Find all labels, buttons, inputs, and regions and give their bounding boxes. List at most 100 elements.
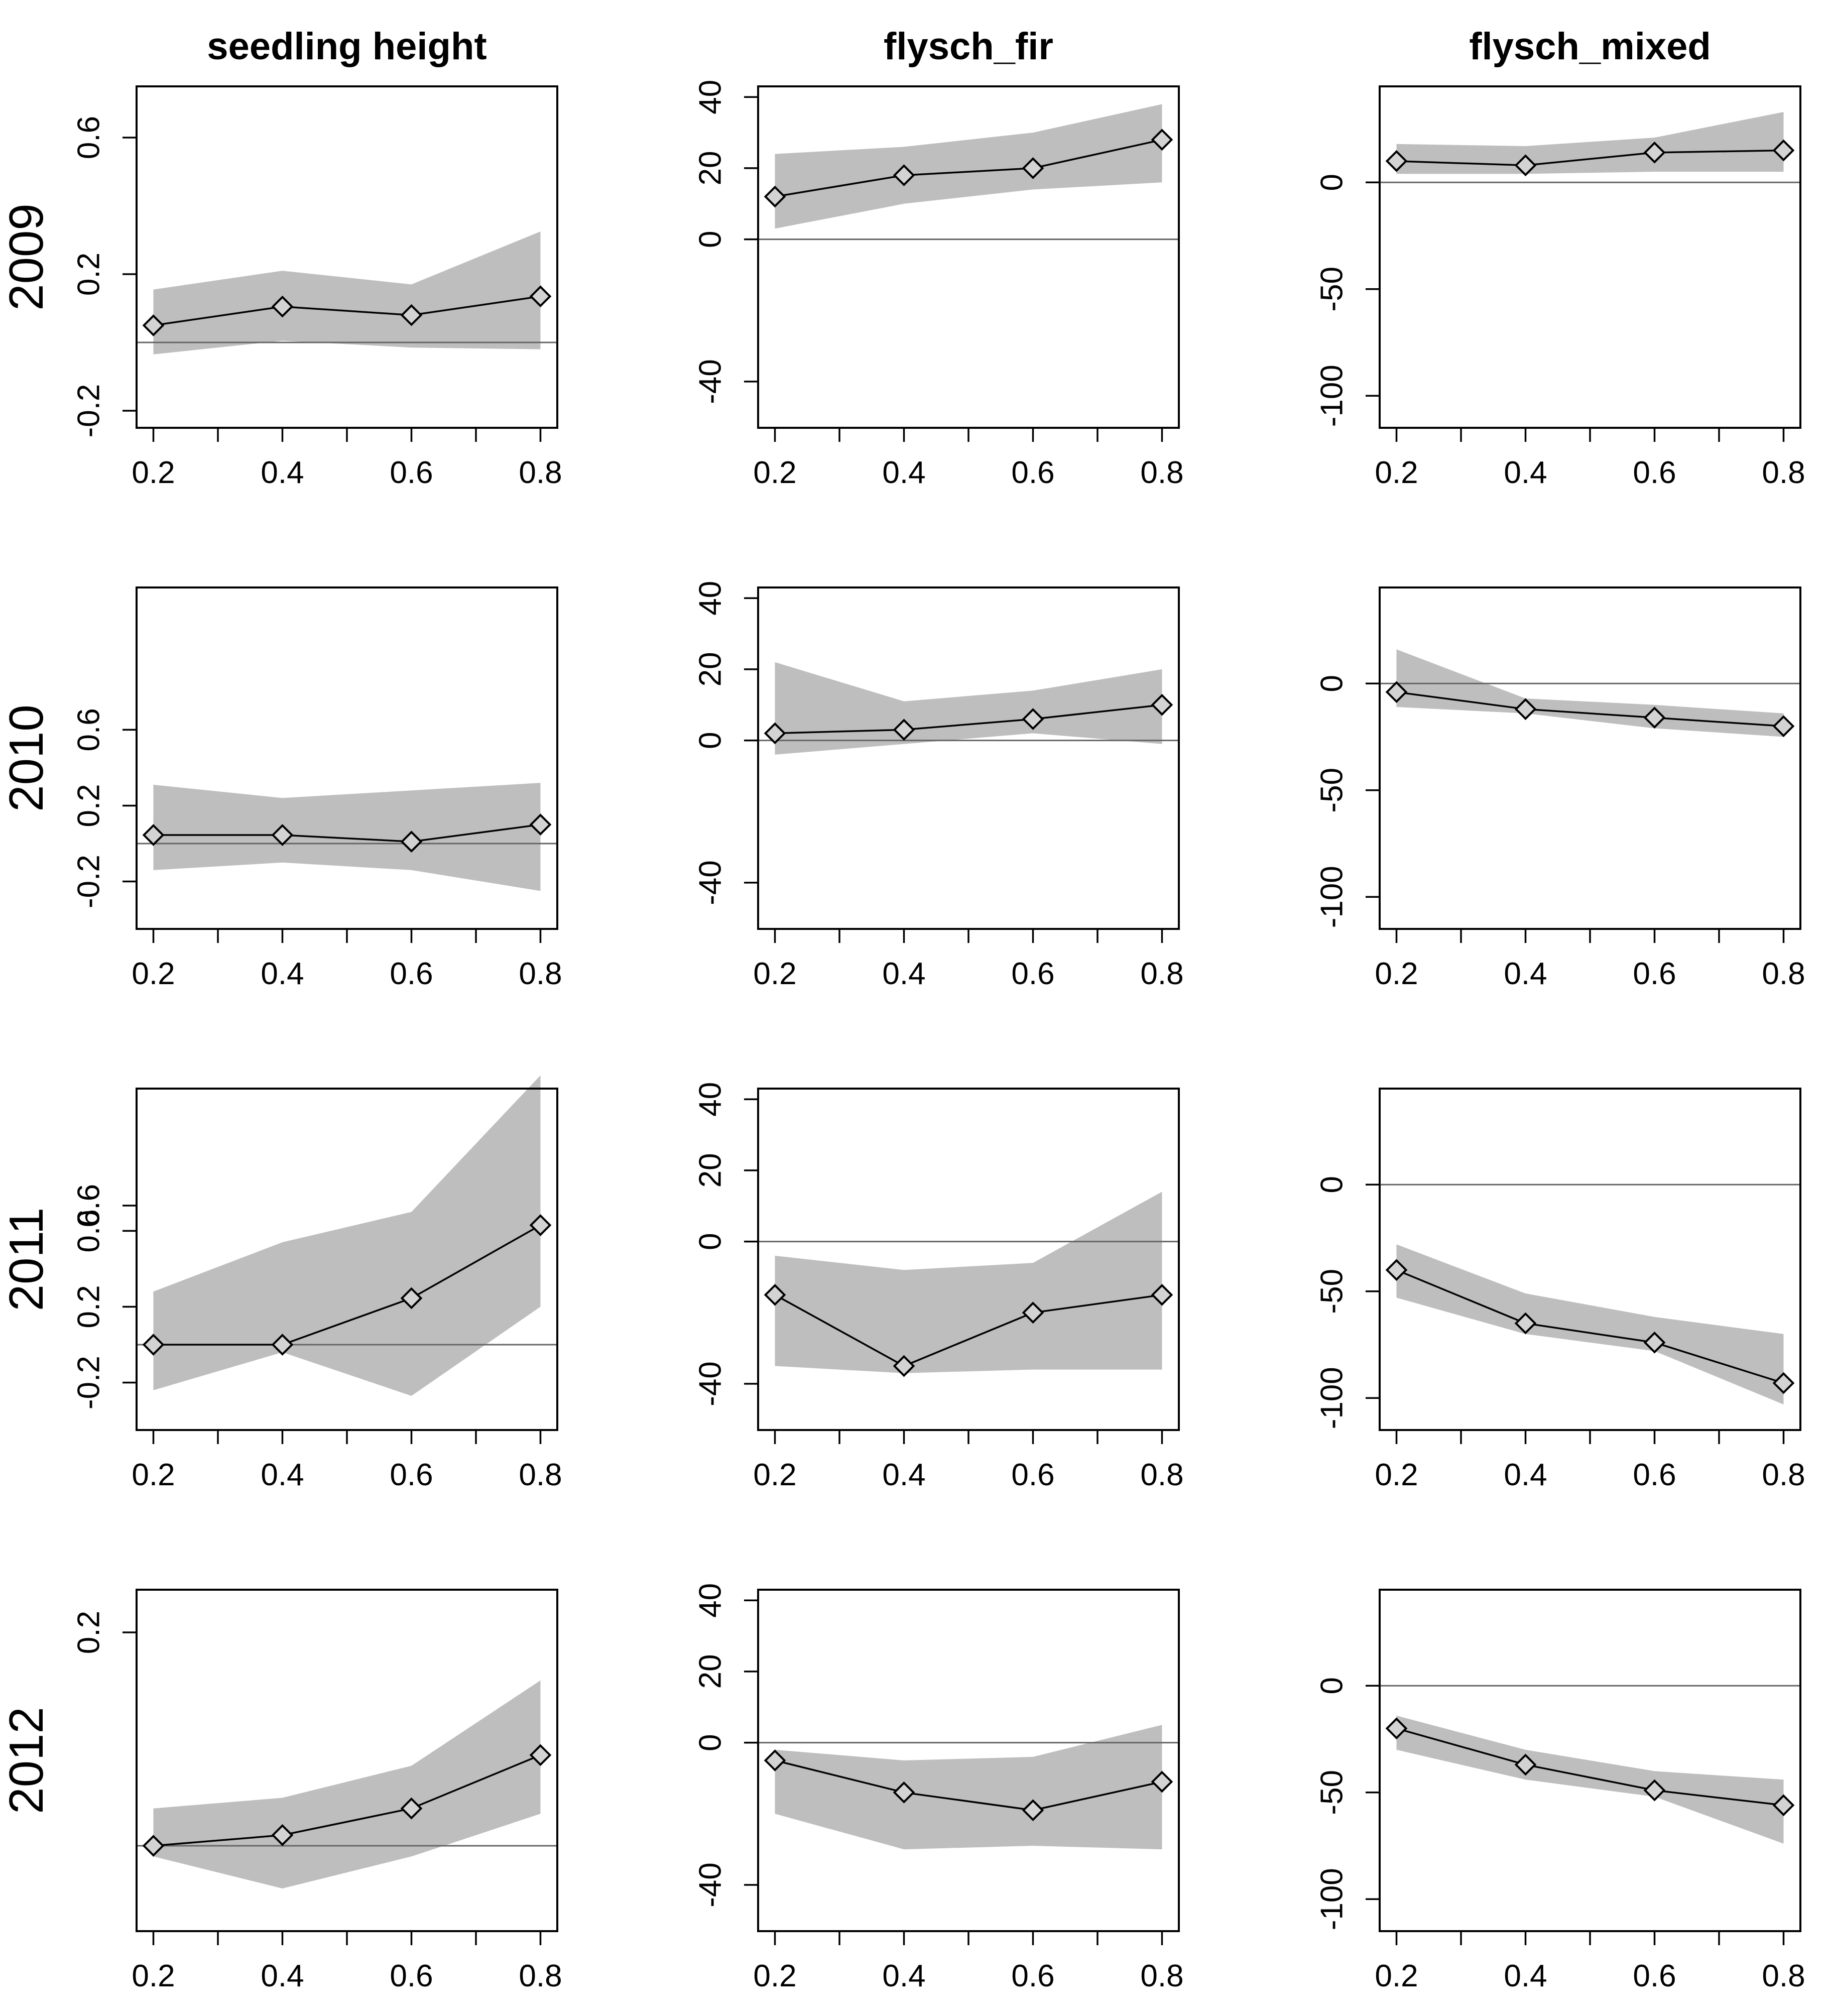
x-tick-label: 0.4: [1504, 957, 1547, 991]
y-tick-label: -0.2: [72, 855, 106, 908]
x-tick-label: 0.6: [390, 455, 433, 490]
y-tick-label: -40: [693, 359, 728, 404]
x-tick-label: 0.2: [1375, 455, 1418, 490]
data-point: [142, 824, 165, 846]
panel-2011-flysch-mixed: 0.2 0.4 0.6 0.8 -100 -50 0: [1315, 1088, 1805, 1492]
row-label: 2012: [0, 1707, 53, 1814]
confidence-band: [775, 1192, 1162, 1373]
row-label: 2011: [0, 1208, 53, 1311]
column-title: flysch_fir: [884, 25, 1053, 68]
y-tick-label: 0: [1315, 675, 1350, 692]
x-tick-label: 0.4: [1504, 1959, 1547, 1993]
panel-2012-flysch-fir: 0.2 0.4 0.6 0.8 -40 0 20 40: [693, 1583, 1184, 1993]
confidence-band: [775, 1725, 1162, 1850]
x-tick-label: 0.6: [390, 957, 433, 991]
panel-2009-flysch-fir: 0.2 0.4 0.6 0.8 -40 0 20 40: [693, 80, 1184, 490]
data-point: [529, 813, 552, 836]
x-tick-label: 0.6: [1011, 957, 1054, 991]
x-tick-label: 0.6: [1633, 957, 1676, 991]
y-tick-label: 20: [693, 151, 728, 185]
y-tick-label: 20: [693, 1654, 728, 1689]
y-tick-label: 0.6: [72, 116, 106, 159]
data-point: [893, 1781, 915, 1804]
data-point: [271, 295, 294, 318]
y-tick-label: -0.2: [72, 384, 106, 438]
y-tick-label: 0: [1315, 174, 1350, 191]
x-tick-label: 0.8: [1762, 1959, 1805, 1993]
panel-2012-flysch-mixed: 0.2 0.4 0.6 0.8 -100 -50 0: [1315, 1589, 1805, 1993]
confidence-band: [1396, 649, 1784, 737]
x-tick-label: 0.2: [1375, 1959, 1418, 1993]
data-point: [764, 1284, 786, 1306]
panel-2011-seedling-height: 0.2 0.4 0.6 0.8 -0.2 0.2 0.6: [72, 1075, 562, 1492]
x-tick-label: 0.2: [1375, 957, 1418, 991]
confidence-band: [775, 662, 1162, 755]
data-point: [1385, 1259, 1408, 1281]
data-point: [893, 719, 915, 741]
y-tick-label: 40: [693, 1082, 728, 1117]
y-tick-label: -100: [1315, 1868, 1350, 1930]
data-point: [1151, 1770, 1173, 1793]
y-tick-label: 0.2: [72, 1611, 106, 1654]
confidence-band: [775, 104, 1162, 229]
x-tick-label: 0.4: [882, 1959, 925, 1993]
data-point: [1514, 698, 1537, 721]
data-point: [1151, 129, 1173, 151]
panel-2009-flysch-mixed: 0.2 0.4 0.6 0.8 -100 -50 0: [1315, 85, 1805, 490]
series-line: [775, 704, 1162, 735]
x-tick-label: 0.2: [132, 957, 175, 991]
data-point: [1772, 139, 1795, 162]
x-tick-label: 0.4: [1504, 455, 1547, 490]
data-point: [1514, 154, 1537, 177]
x-tick-label: 0.2: [753, 1959, 796, 1993]
data-point: [400, 1797, 423, 1820]
data-point: [1772, 1794, 1795, 1817]
x-tick-label: 0.8: [519, 1959, 562, 1993]
data-point: [400, 1287, 423, 1310]
data-point: [1385, 1717, 1408, 1740]
data-point: [1022, 708, 1044, 730]
data-point: [1514, 1753, 1537, 1776]
x-tick-label: 0.8: [1140, 455, 1183, 490]
series-line: [153, 823, 541, 843]
y-tick-label: -0.2: [72, 1356, 106, 1409]
x-tick-label: 0.2: [132, 455, 175, 490]
series-line: [1396, 1727, 1784, 1807]
data-point: [1772, 715, 1795, 738]
y-tick-label: 0: [1315, 1176, 1350, 1193]
y-tick-label: -100: [1315, 365, 1350, 427]
y-tick-label: 0.6: [72, 708, 106, 751]
data-point: [400, 831, 423, 853]
x-tick-label: 0.6: [1011, 1458, 1054, 1492]
column-title: seedling height: [207, 25, 486, 68]
series-line: [153, 295, 541, 326]
y-tick-label: 20: [693, 652, 728, 686]
panel-2012-seedling-height: 0.2 0.4 0.6 0.8 -0.2 0.2 0.6: [72, 1184, 562, 1993]
data-point: [271, 1334, 294, 1356]
series-line: [775, 1759, 1162, 1811]
x-tick-label: 0.2: [1375, 1458, 1418, 1492]
column-title: flysch_mixed: [1469, 25, 1711, 68]
x-tick-label: 0.8: [1140, 1959, 1183, 1993]
x-tick-label: 0.2: [132, 1458, 175, 1492]
y-tick-label: 0: [693, 1233, 728, 1250]
x-tick-label: 0.6: [1011, 455, 1054, 490]
x-tick-label: 0.8: [1140, 957, 1183, 991]
x-tick-label: 0.4: [882, 957, 925, 991]
data-point: [142, 314, 165, 336]
data-point: [529, 285, 552, 308]
data-point: [142, 1334, 165, 1356]
data-point: [764, 722, 786, 745]
y-tick-label: 0: [693, 1734, 728, 1751]
confidence-band: [153, 231, 541, 354]
data-point: [1772, 1372, 1795, 1394]
series-line: [774, 1294, 1162, 1367]
x-tick-label: 0.8: [1140, 1458, 1183, 1492]
x-tick-label: 0.8: [519, 455, 562, 490]
y-tick-label: -100: [1315, 866, 1350, 928]
x-tick-label: 0.2: [132, 1959, 175, 1993]
x-tick-label: 0.2: [753, 455, 796, 490]
y-tick-label: -50: [1315, 1770, 1350, 1815]
x-tick-label: 0.4: [261, 455, 304, 490]
